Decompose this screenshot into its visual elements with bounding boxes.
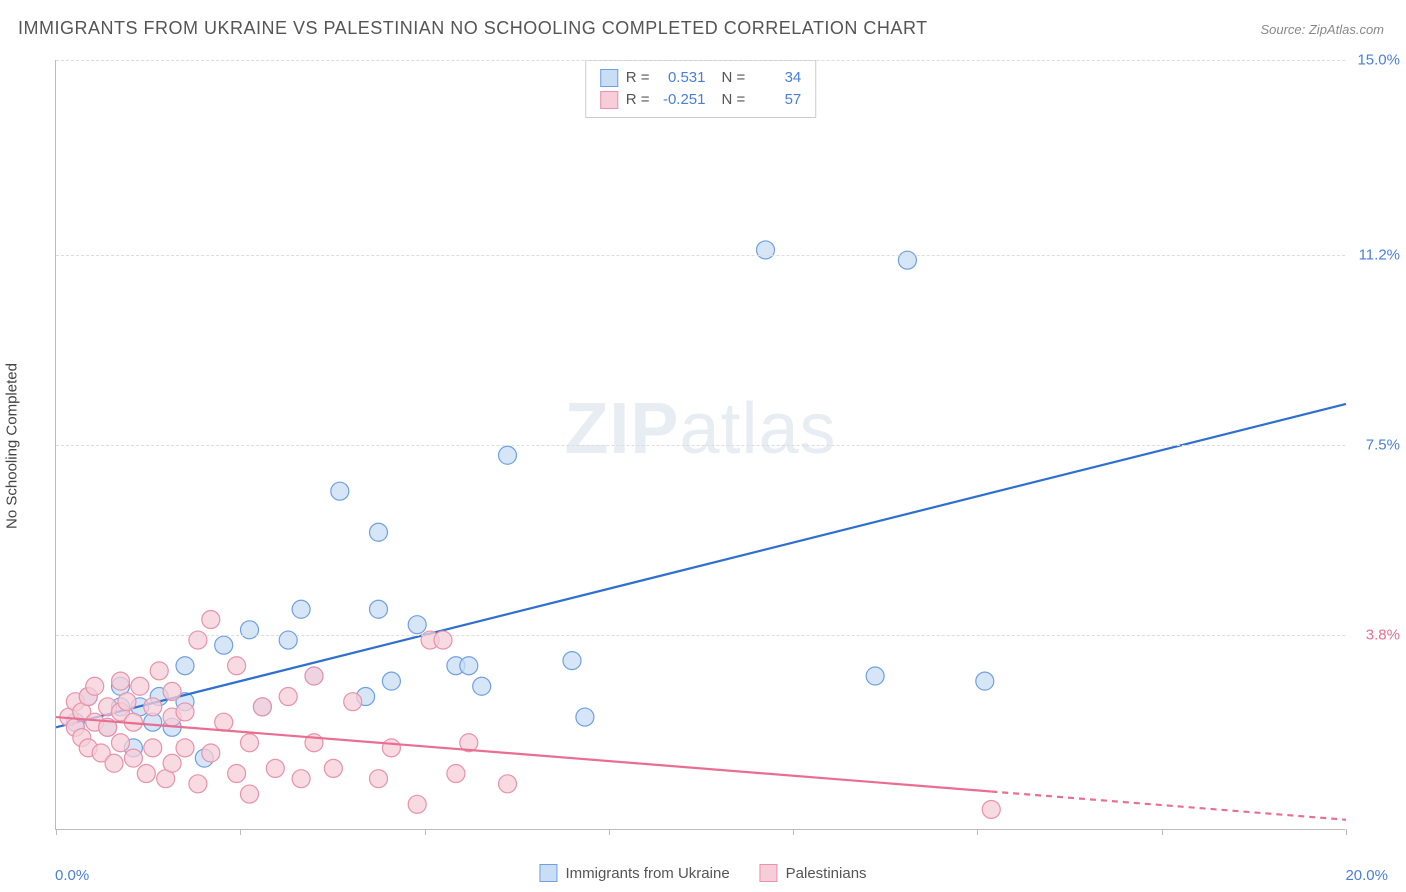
data-point <box>215 636 233 654</box>
chart-source: Source: ZipAtlas.com <box>1260 22 1384 37</box>
data-point <box>898 251 916 269</box>
data-point <box>105 754 123 772</box>
data-point <box>499 775 517 793</box>
data-point <box>408 795 426 813</box>
swatch-palestinians <box>760 864 778 882</box>
data-point <box>215 713 233 731</box>
data-point <box>370 770 388 788</box>
data-point <box>118 693 136 711</box>
swatch-ukraine <box>539 864 557 882</box>
data-point <box>144 698 162 716</box>
data-point <box>305 667 323 685</box>
x-tick <box>609 829 610 835</box>
data-point <box>408 616 426 634</box>
data-point <box>189 775 207 793</box>
data-point <box>473 677 491 695</box>
y-tick-label: 3.8% <box>1366 626 1400 643</box>
data-point <box>189 631 207 649</box>
data-point <box>279 631 297 649</box>
data-point <box>279 688 297 706</box>
y-tick-label: 15.0% <box>1357 52 1400 69</box>
data-point <box>124 749 142 767</box>
y-tick-label: 7.5% <box>1366 437 1400 454</box>
y-tick-label: 11.2% <box>1359 247 1400 264</box>
legend-item-palestinians: Palestinians <box>760 864 867 882</box>
data-point <box>434 631 452 649</box>
data-point <box>382 672 400 690</box>
data-point <box>499 446 517 464</box>
data-point <box>757 241 775 259</box>
x-tick <box>425 829 426 835</box>
legend-label-ukraine: Immigrants from Ukraine <box>565 865 729 882</box>
gridline <box>56 635 1345 636</box>
data-point <box>202 611 220 629</box>
x-tick <box>56 829 57 835</box>
correlation-chart: IMMIGRANTS FROM UKRAINE VS PALESTINIAN N… <box>0 0 1406 892</box>
data-point <box>866 667 884 685</box>
data-point <box>331 482 349 500</box>
x-tick <box>793 829 794 835</box>
data-point <box>112 734 130 752</box>
gridline <box>56 445 1345 446</box>
data-point <box>253 698 271 716</box>
data-point <box>228 765 246 783</box>
gridline <box>56 60 1345 61</box>
x-max-label: 20.0% <box>1345 867 1388 884</box>
data-point <box>382 739 400 757</box>
data-point <box>86 677 104 695</box>
data-point <box>266 759 284 777</box>
gridline <box>56 255 1345 256</box>
y-axis-title: No Schooling Completed <box>4 363 21 529</box>
series-legend: Immigrants from Ukraine Palestinians <box>539 864 866 882</box>
data-point <box>163 754 181 772</box>
data-point <box>137 765 155 783</box>
data-point <box>292 600 310 618</box>
data-point <box>370 523 388 541</box>
trend-line <box>56 404 1346 727</box>
data-point <box>447 765 465 783</box>
x-tick <box>240 829 241 835</box>
data-point <box>131 677 149 695</box>
data-point <box>460 657 478 675</box>
chart-title: IMMIGRANTS FROM UKRAINE VS PALESTINIAN N… <box>18 18 928 39</box>
data-point <box>176 657 194 675</box>
data-point <box>563 652 581 670</box>
data-point <box>228 657 246 675</box>
data-point <box>112 672 130 690</box>
data-point <box>241 621 259 639</box>
data-point <box>292 770 310 788</box>
data-point <box>163 682 181 700</box>
data-point <box>344 693 362 711</box>
data-point <box>176 703 194 721</box>
data-point <box>144 739 162 757</box>
x-tick <box>1346 829 1347 835</box>
x-tick <box>977 829 978 835</box>
legend-label-palestinians: Palestinians <box>786 865 867 882</box>
x-min-label: 0.0% <box>55 867 89 884</box>
data-point <box>324 759 342 777</box>
data-point <box>982 800 1000 818</box>
data-point <box>976 672 994 690</box>
data-point <box>202 744 220 762</box>
data-point <box>576 708 594 726</box>
data-point <box>241 785 259 803</box>
data-point <box>150 662 168 680</box>
data-point <box>176 739 194 757</box>
data-point <box>241 734 259 752</box>
x-tick <box>1162 829 1163 835</box>
plot-area: ZIPatlas R = 0.531 N = 34 R = -0.251 N =… <box>55 60 1345 830</box>
legend-item-ukraine: Immigrants from Ukraine <box>539 864 729 882</box>
data-point <box>370 600 388 618</box>
trend-line-dashed <box>991 792 1346 820</box>
